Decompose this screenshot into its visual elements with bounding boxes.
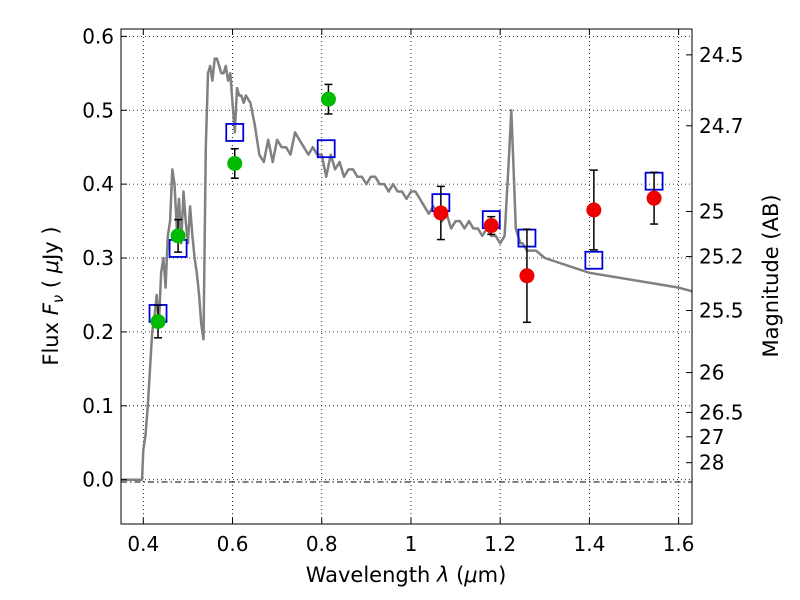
y-axis-label: Flux Fν ( μJy ) xyxy=(39,226,67,365)
x-tick-label: 0.4 xyxy=(127,532,159,556)
y2-tick-label: 24.7 xyxy=(699,114,744,138)
y-tick-label: 0.6 xyxy=(82,24,114,48)
y2-axis-label: Magnitude (AB) xyxy=(759,194,783,357)
detection-point xyxy=(433,205,449,221)
y-tick-label: 0.4 xyxy=(82,172,114,196)
detection-point xyxy=(519,268,535,284)
x-tick-label: 1.4 xyxy=(573,532,605,556)
y2-tick-label: 25 xyxy=(699,199,724,223)
x-axis-label: Wavelength λ (μm) xyxy=(306,563,507,587)
detection-point xyxy=(150,314,166,330)
detection-point xyxy=(227,155,243,171)
grid-layer xyxy=(121,29,692,524)
x-tick-label: 1.6 xyxy=(663,532,695,556)
y-tick-label: 0.3 xyxy=(82,246,114,270)
y2-tick-label: 25.2 xyxy=(699,245,744,269)
y2-tick-label: 27 xyxy=(699,425,724,449)
x-tick-label: 1.2 xyxy=(484,532,516,556)
y-tick-label: 0.0 xyxy=(82,468,114,492)
tick-layer: 0.4 0.6 0.8 1 1.2 1.4 1.6 0.0 0.1 0.2 0.3 0.4 0.5 0.6… xyxy=(82,24,743,556)
y2-tick-label: 25.5 xyxy=(699,298,744,322)
y-tick-label: 0.2 xyxy=(82,320,114,344)
model-photometry-square xyxy=(584,250,604,270)
y2-tick-label: 24.5 xyxy=(699,43,744,67)
detection-point xyxy=(646,190,662,206)
y2-tick-label: 28 xyxy=(699,451,724,475)
model-photometry-square xyxy=(316,139,336,159)
y2-tick-label: 26 xyxy=(699,361,724,385)
model-photometry-square xyxy=(225,123,245,142)
y-tick-label: 0.5 xyxy=(82,98,114,122)
plot-frame xyxy=(120,28,693,525)
x-tick-label: 1 xyxy=(405,532,418,556)
detection-point xyxy=(586,202,602,218)
detection-point xyxy=(170,228,186,244)
detection-point xyxy=(483,218,499,234)
series-layer xyxy=(121,57,693,481)
y-tick-label: 0.1 xyxy=(82,394,114,418)
x-tick-label: 0.6 xyxy=(217,532,249,556)
detection-point xyxy=(320,91,336,107)
y2-tick-label: 26.5 xyxy=(699,400,744,424)
x-tick-label: 0.8 xyxy=(306,532,338,556)
model-sed-line xyxy=(121,57,693,481)
